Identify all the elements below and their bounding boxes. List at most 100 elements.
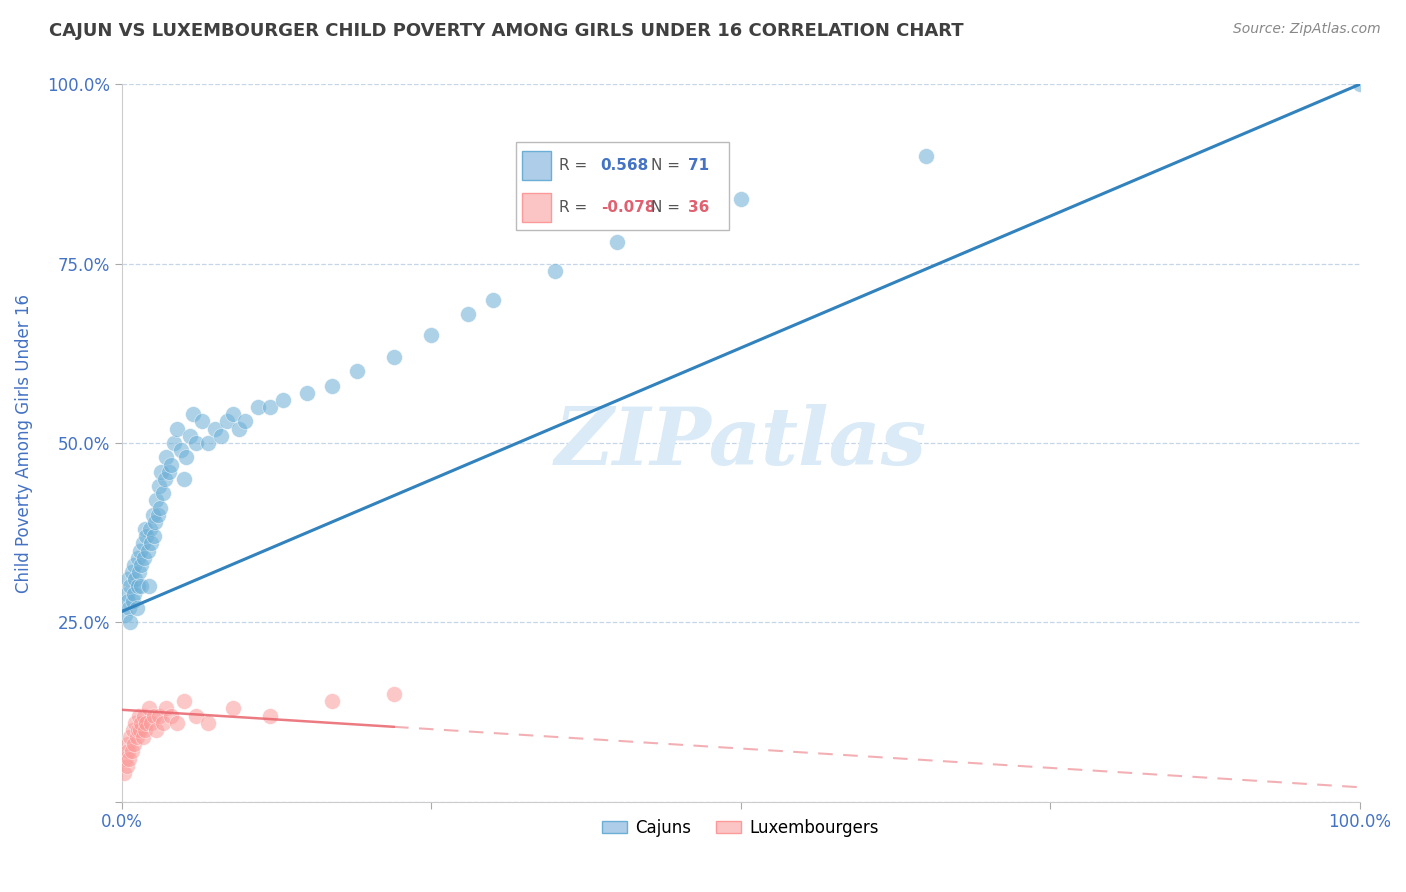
Point — [179, 429, 201, 443]
Point — [228, 422, 250, 436]
Point — [138, 701, 160, 715]
Text: R =: R = — [560, 158, 588, 173]
Point — [125, 601, 148, 615]
Point — [382, 350, 405, 364]
Text: 36: 36 — [688, 200, 709, 215]
Point — [173, 472, 195, 486]
FancyBboxPatch shape — [522, 152, 551, 180]
Point — [730, 192, 752, 206]
Point — [606, 235, 628, 250]
Point — [118, 601, 141, 615]
Point — [127, 550, 149, 565]
Point — [166, 715, 188, 730]
FancyBboxPatch shape — [516, 143, 730, 230]
Point — [134, 723, 156, 737]
Point — [183, 407, 205, 421]
Point — [121, 723, 143, 737]
Point — [117, 744, 139, 758]
Text: 0.568: 0.568 — [600, 158, 650, 173]
Point — [124, 715, 146, 730]
Text: -0.078: -0.078 — [600, 200, 655, 215]
Point — [174, 450, 197, 465]
Point — [148, 708, 170, 723]
Point — [184, 708, 207, 723]
Point — [197, 436, 219, 450]
Point — [115, 758, 138, 772]
Text: Source: ZipAtlas.com: Source: ZipAtlas.com — [1233, 22, 1381, 37]
Point — [139, 522, 162, 536]
Point — [127, 579, 149, 593]
Point — [131, 579, 153, 593]
Point — [127, 723, 149, 737]
Point — [222, 701, 245, 715]
Point — [297, 385, 319, 400]
Point — [117, 737, 139, 751]
Point — [132, 730, 155, 744]
Point — [134, 522, 156, 536]
Point — [145, 723, 167, 737]
Point — [120, 615, 142, 630]
Point — [420, 328, 443, 343]
Point — [321, 378, 343, 392]
Point — [143, 515, 166, 529]
Point — [122, 586, 145, 600]
Point — [222, 407, 245, 421]
Point — [197, 715, 219, 730]
Point — [321, 694, 343, 708]
Point — [246, 400, 269, 414]
Point — [121, 744, 143, 758]
Point — [235, 415, 257, 429]
Point — [141, 536, 163, 550]
Point — [115, 586, 138, 600]
Point — [122, 558, 145, 572]
Point — [184, 436, 207, 450]
Point — [132, 550, 155, 565]
Point — [346, 364, 368, 378]
Point — [204, 422, 226, 436]
Text: N =: N = — [651, 158, 681, 173]
Point — [150, 465, 173, 479]
FancyBboxPatch shape — [522, 194, 551, 222]
Legend: Cajuns, Luxembourgers: Cajuns, Luxembourgers — [595, 812, 886, 844]
Point — [135, 715, 157, 730]
Point — [191, 415, 214, 429]
Text: CAJUN VS LUXEMBOURGER CHILD POVERTY AMONG GIRLS UNDER 16 CORRELATION CHART: CAJUN VS LUXEMBOURGER CHILD POVERTY AMON… — [49, 22, 965, 40]
Point — [131, 715, 153, 730]
Point — [120, 730, 142, 744]
Point — [141, 715, 163, 730]
Point — [146, 508, 169, 522]
Point — [132, 708, 155, 723]
Point — [915, 149, 938, 163]
Point — [155, 701, 177, 715]
Text: N =: N = — [651, 200, 681, 215]
Point — [117, 572, 139, 586]
Y-axis label: Child Poverty Among Girls Under 16: Child Poverty Among Girls Under 16 — [15, 293, 32, 592]
Point — [155, 450, 177, 465]
Point — [118, 751, 141, 765]
Point — [128, 565, 150, 579]
Point — [124, 572, 146, 586]
Point — [125, 730, 148, 744]
Point — [544, 264, 567, 278]
Point — [215, 415, 238, 429]
Point — [114, 608, 136, 623]
Point — [152, 715, 174, 730]
Point — [114, 751, 136, 765]
Point — [131, 558, 153, 572]
Point — [121, 565, 143, 579]
Point — [259, 400, 281, 414]
Point — [117, 594, 139, 608]
Point — [382, 687, 405, 701]
Point — [259, 708, 281, 723]
Text: R =: R = — [560, 200, 588, 215]
Point — [271, 392, 294, 407]
Point — [1348, 78, 1371, 92]
Point — [122, 737, 145, 751]
Point — [148, 479, 170, 493]
Point — [142, 508, 165, 522]
Point — [132, 536, 155, 550]
Point — [160, 708, 183, 723]
Point — [138, 579, 160, 593]
Text: ZIPatlas: ZIPatlas — [554, 404, 927, 482]
Point — [145, 493, 167, 508]
